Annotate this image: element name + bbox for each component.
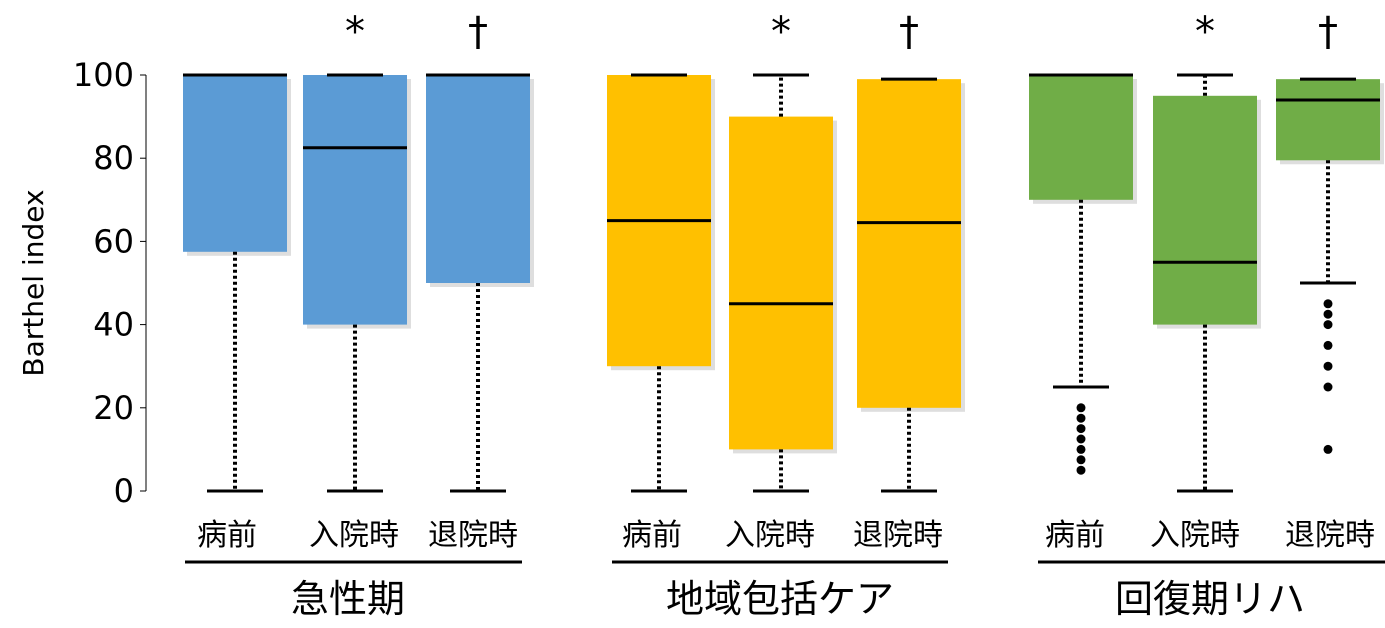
significance-marker: * — [345, 9, 365, 55]
outlier-point — [1076, 413, 1086, 423]
box-入院時 — [303, 75, 407, 325]
y-tick-label: 40 — [93, 306, 134, 344]
x-category-label: 入院時 — [725, 518, 815, 553]
outlier-point — [1076, 465, 1086, 475]
y-tick-label: 80 — [93, 139, 134, 177]
outlier-point — [1323, 320, 1333, 330]
outlier-point — [1323, 299, 1333, 309]
y-axis-label: Barthel index — [17, 189, 50, 376]
significance-marker: † — [899, 9, 919, 55]
outlier-point — [1076, 424, 1086, 434]
y-tick-label: 0 — [114, 472, 134, 510]
outlier-point — [1076, 455, 1086, 465]
y-tick-label: 60 — [93, 222, 134, 260]
box-退院時 — [426, 75, 530, 283]
box-病前 — [183, 75, 287, 252]
x-category-label: 退院時 — [1285, 518, 1375, 553]
group-label: 回復期リハ — [1115, 577, 1305, 621]
outlier-point — [1076, 434, 1086, 444]
significance-marker: † — [1318, 9, 1338, 55]
outlier-point — [1323, 444, 1333, 454]
x-category-label: 退院時 — [428, 518, 518, 553]
y-tick-label: 20 — [93, 389, 134, 427]
outlier-point — [1076, 403, 1086, 413]
box-退院時 — [857, 79, 961, 408]
y-tick-label: 100 — [73, 56, 134, 94]
outlier-point — [1323, 361, 1333, 371]
x-category-label: 病前 — [1045, 518, 1105, 553]
x-category-label: 入院時 — [309, 518, 399, 553]
outlier-point — [1323, 340, 1333, 350]
group-label: 地域包括ケア — [666, 577, 894, 621]
outlier-point — [1323, 309, 1333, 319]
box-病前 — [1029, 75, 1133, 200]
box-入院時 — [1153, 95, 1257, 325]
outlier-point — [1076, 444, 1086, 454]
significance-marker: † — [468, 9, 488, 55]
group-label: 急性期 — [291, 577, 405, 621]
box-入院時 — [729, 116, 833, 450]
outlier-point — [1323, 382, 1333, 392]
x-category-label: 入院時 — [1150, 518, 1240, 553]
significance-marker: * — [771, 9, 791, 55]
x-category-label: 病前 — [622, 518, 682, 553]
x-category-label: 退院時 — [853, 518, 943, 553]
significance-marker: * — [1195, 9, 1215, 55]
x-category-label: 病前 — [197, 518, 257, 553]
box-退院時 — [1276, 79, 1380, 161]
